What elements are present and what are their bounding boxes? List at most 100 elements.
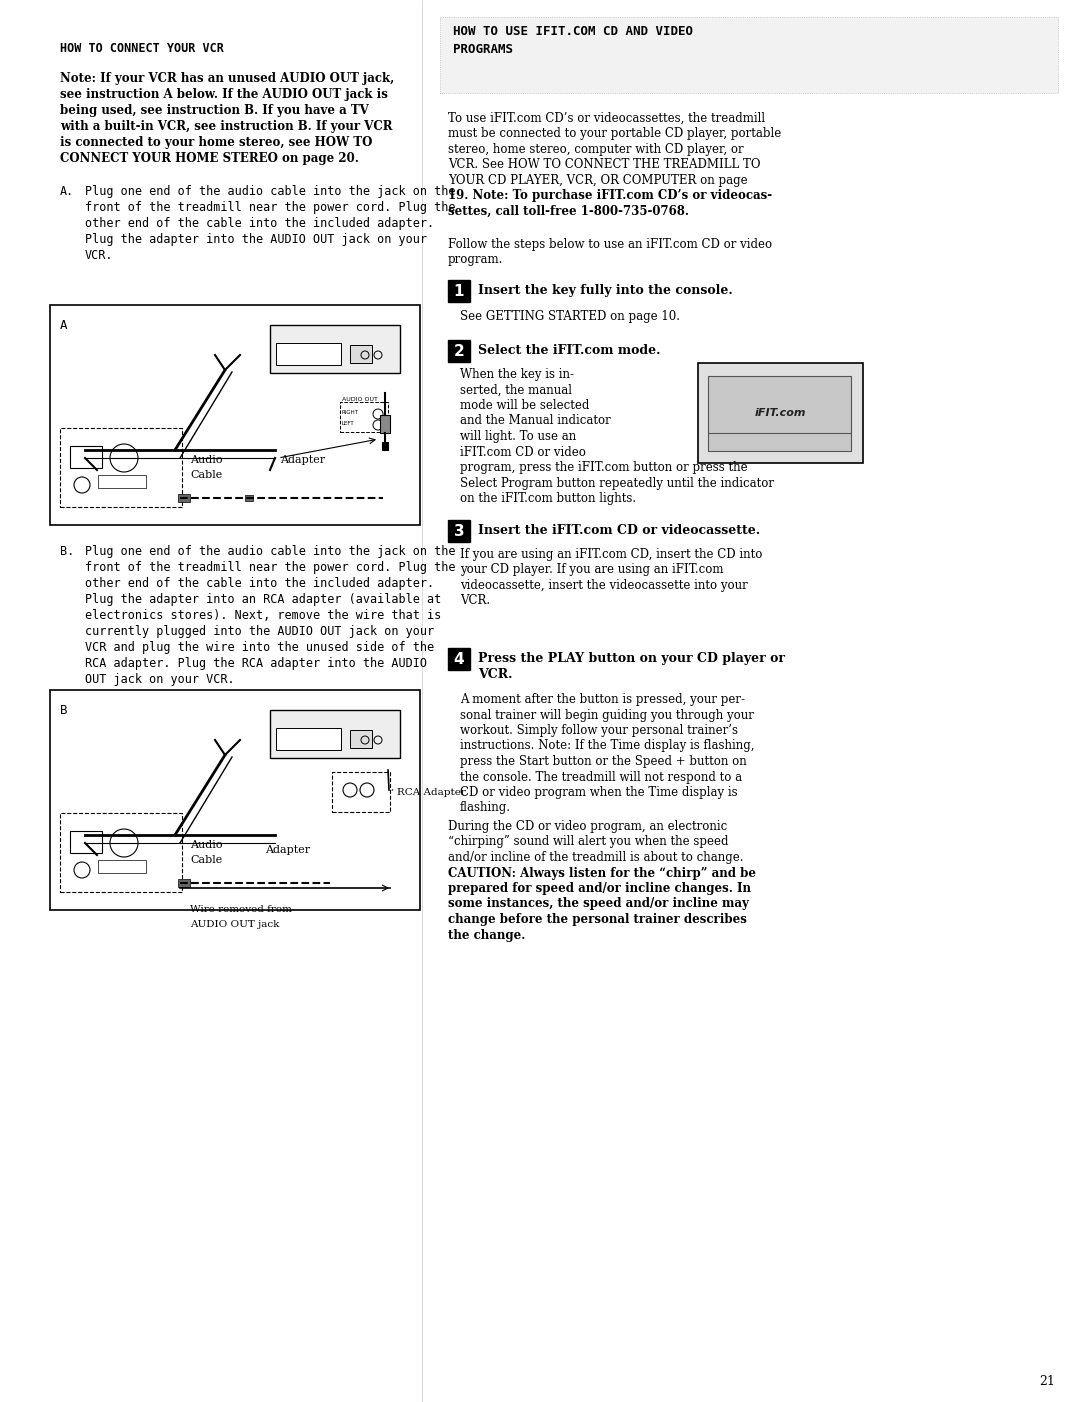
Text: currently plugged into the AUDIO OUT jack on your: currently plugged into the AUDIO OUT jac… — [85, 625, 434, 638]
Text: Follow the steps below to use an iFIT.com CD or video: Follow the steps below to use an iFIT.co… — [448, 238, 772, 251]
Bar — [382, 442, 388, 450]
Text: VCR.: VCR. — [460, 594, 490, 607]
Text: YOUR CD PLAYER, VCR, OR COMPUTER on page: YOUR CD PLAYER, VCR, OR COMPUTER on page — [448, 174, 747, 186]
Text: some instances, the speed and/or incline may: some instances, the speed and/or incline… — [448, 897, 748, 910]
Text: change before the personal trainer describes: change before the personal trainer descr… — [448, 913, 747, 925]
Bar — [350, 730, 372, 749]
Text: 21: 21 — [1039, 1375, 1055, 1388]
Text: with a built-in VCR, see instruction B. If your VCR: with a built-in VCR, see instruction B. … — [60, 121, 392, 133]
Text: press the Start button or the Speed + button on: press the Start button or the Speed + bu… — [460, 756, 746, 768]
Bar — [270, 325, 400, 373]
Text: A.: A. — [60, 185, 75, 198]
Text: A: A — [60, 320, 67, 332]
Text: 4: 4 — [454, 652, 464, 666]
Text: RCA adapter. Plug the RCA adapter into the AUDIO: RCA adapter. Plug the RCA adapter into t… — [85, 658, 427, 670]
Bar — [70, 831, 102, 852]
FancyBboxPatch shape — [332, 773, 390, 812]
Bar — [50, 306, 420, 524]
Text: Plug the adapter into an RCA adapter (available at: Plug the adapter into an RCA adapter (av… — [85, 593, 442, 606]
Bar — [178, 494, 190, 502]
Bar — [276, 343, 341, 365]
Text: PROGRAMS: PROGRAMS — [453, 43, 513, 56]
Circle shape — [94, 470, 100, 475]
Text: Wire removed from: Wire removed from — [190, 906, 292, 914]
Circle shape — [94, 854, 100, 859]
FancyBboxPatch shape — [60, 428, 183, 508]
Text: Select Program button repeatedly until the indicator: Select Program button repeatedly until t… — [460, 477, 774, 489]
Bar — [350, 345, 372, 363]
Text: To use iFIT.com CD’s or videocassettes, the treadmill: To use iFIT.com CD’s or videocassettes, … — [448, 112, 765, 125]
Text: workout. Simply follow your personal trainer’s: workout. Simply follow your personal tra… — [460, 723, 738, 737]
Bar — [50, 690, 420, 910]
Text: serted, the manual: serted, the manual — [460, 384, 572, 397]
Text: iFIT.com CD or video: iFIT.com CD or video — [460, 446, 585, 458]
Text: Note: If your VCR has an unused AUDIO OUT jack,: Note: If your VCR has an unused AUDIO OU… — [60, 72, 394, 86]
Text: videocassette, insert the videocassette into your: videocassette, insert the videocassette … — [460, 579, 747, 592]
Text: 19. Note: To purchase iFIT.com CD’s or videocas-: 19. Note: To purchase iFIT.com CD’s or v… — [448, 189, 772, 202]
Text: Cable: Cable — [190, 470, 222, 479]
Text: instructions. Note: If the Time display is flashing,: instructions. Note: If the Time display … — [460, 739, 755, 753]
Bar — [448, 341, 470, 362]
Text: program.: program. — [448, 254, 503, 266]
Text: CAUTION: Always listen for the “chirp” and be: CAUTION: Always listen for the “chirp” a… — [448, 866, 756, 879]
Text: OUT jack on your VCR.: OUT jack on your VCR. — [85, 673, 234, 686]
Text: front of the treadmill near the power cord. Plug the: front of the treadmill near the power co… — [85, 200, 456, 215]
Text: AUDIO OUT: AUDIO OUT — [342, 397, 378, 402]
Text: LEFT: LEFT — [342, 421, 354, 426]
Text: VCR.: VCR. — [85, 250, 113, 262]
Text: settes, call toll-free 1-800-735-0768.: settes, call toll-free 1-800-735-0768. — [448, 205, 689, 217]
FancyBboxPatch shape — [340, 402, 388, 432]
Text: electronics stores). Next, remove the wire that is: electronics stores). Next, remove the wi… — [85, 608, 442, 622]
Text: other end of the cable into the included adapter.: other end of the cable into the included… — [85, 217, 434, 230]
Text: B.: B. — [60, 545, 75, 558]
Text: CD or video program when the Time display is: CD or video program when the Time displa… — [460, 787, 738, 799]
Text: 3: 3 — [454, 523, 464, 538]
Text: is connected to your home stereo, see HOW TO: is connected to your home stereo, see HO… — [60, 136, 373, 149]
Text: mode will be selected: mode will be selected — [460, 400, 590, 412]
Text: When the key is in-: When the key is in- — [460, 367, 573, 381]
Text: Select the iFIT.com mode.: Select the iFIT.com mode. — [478, 343, 661, 358]
Bar — [70, 446, 102, 468]
Text: the change.: the change. — [448, 928, 525, 942]
Text: will light. To use an: will light. To use an — [460, 430, 577, 443]
Bar — [448, 520, 470, 543]
Text: see instruction A below. If the AUDIO OUT jack is: see instruction A below. If the AUDIO OU… — [60, 88, 388, 101]
Text: and/or incline of the treadmill is about to change.: and/or incline of the treadmill is about… — [448, 851, 743, 864]
Text: Plug the adapter into the AUDIO OUT jack on your: Plug the adapter into the AUDIO OUT jack… — [85, 233, 427, 245]
Text: flashing.: flashing. — [460, 802, 511, 815]
Text: on the iFIT.com button lights.: on the iFIT.com button lights. — [460, 492, 636, 505]
Text: Insert the key fully into the console.: Insert the key fully into the console. — [478, 285, 732, 297]
Text: and the Manual indicator: and the Manual indicator — [460, 415, 611, 428]
Text: sonal trainer will begin guiding you through your: sonal trainer will begin guiding you thr… — [460, 708, 754, 722]
Text: program, press the iFIT.com button or press the: program, press the iFIT.com button or pr… — [460, 461, 747, 474]
Text: your CD player. If you are using an iFIT.com: your CD player. If you are using an iFIT… — [460, 564, 724, 576]
Text: Adapter: Adapter — [280, 456, 325, 465]
Text: iFIT.com: iFIT.com — [755, 408, 807, 418]
Text: A moment after the button is pressed, your per-: A moment after the button is pressed, yo… — [460, 693, 745, 707]
Bar — [448, 648, 470, 670]
Text: Press the PLAY button on your CD player or: Press the PLAY button on your CD player … — [478, 652, 785, 665]
Text: AUDIO OUT jack: AUDIO OUT jack — [190, 920, 280, 930]
Bar — [178, 879, 190, 887]
Bar — [98, 859, 146, 873]
Text: Audio: Audio — [190, 840, 222, 850]
Bar — [448, 280, 470, 301]
Bar — [245, 495, 253, 501]
Text: HOW TO CONNECT YOUR VCR: HOW TO CONNECT YOUR VCR — [60, 42, 224, 55]
Text: VCR.: VCR. — [478, 667, 513, 681]
Bar — [276, 728, 341, 750]
Text: 1: 1 — [454, 283, 464, 299]
Text: Cable: Cable — [190, 855, 222, 865]
Bar — [380, 415, 390, 433]
Text: Insert the iFIT.com CD or videocassette.: Insert the iFIT.com CD or videocassette. — [478, 524, 760, 537]
Bar — [708, 376, 851, 451]
Bar — [698, 363, 863, 463]
Text: front of the treadmill near the power cord. Plug the: front of the treadmill near the power co… — [85, 561, 456, 573]
Text: 2: 2 — [454, 343, 464, 359]
Text: Audio: Audio — [190, 456, 222, 465]
Bar — [98, 475, 146, 488]
Text: Plug one end of the audio cable into the jack on the: Plug one end of the audio cable into the… — [85, 185, 456, 198]
Text: VCR. See HOW TO CONNECT THE TREADMILL TO: VCR. See HOW TO CONNECT THE TREADMILL TO — [448, 158, 760, 171]
Text: “chirping” sound will alert you when the speed: “chirping” sound will alert you when the… — [448, 836, 729, 848]
Text: HOW TO USE IFIT.COM CD AND VIDEO: HOW TO USE IFIT.COM CD AND VIDEO — [453, 25, 693, 38]
